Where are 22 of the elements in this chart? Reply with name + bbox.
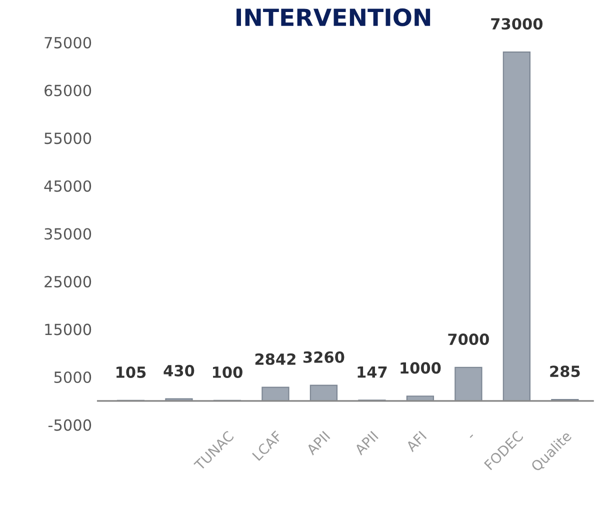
data-label: 73000 xyxy=(491,18,543,30)
x-tick-label: AFI xyxy=(405,430,427,452)
chart-title: INTERVENTION xyxy=(236,8,430,26)
y-tick-label: 55000 xyxy=(44,132,92,144)
data-label: 1000 xyxy=(400,362,441,374)
data-label: 100 xyxy=(213,366,242,378)
y-tick-label: 65000 xyxy=(44,84,92,96)
y-tick-label: 35000 xyxy=(44,228,92,240)
data-label: 285 xyxy=(550,366,580,378)
x-tick-label: - xyxy=(470,434,474,438)
data-label: 147 xyxy=(358,366,387,378)
y-tick-label: 15000 xyxy=(45,324,92,336)
data-label: 7000 xyxy=(448,333,489,346)
data-label: 2842 xyxy=(255,353,296,365)
data-label: 105 xyxy=(116,366,146,378)
y-tick-label: 75000 xyxy=(44,36,92,48)
y-tick-label: 5000 xyxy=(54,371,92,384)
y-tick-label: -5000 xyxy=(48,419,92,431)
data-label: 430 xyxy=(164,364,194,376)
y-tick-label: 25000 xyxy=(44,276,92,288)
data-label: 3260 xyxy=(303,351,344,363)
y-tick-label: 45000 xyxy=(44,180,92,192)
